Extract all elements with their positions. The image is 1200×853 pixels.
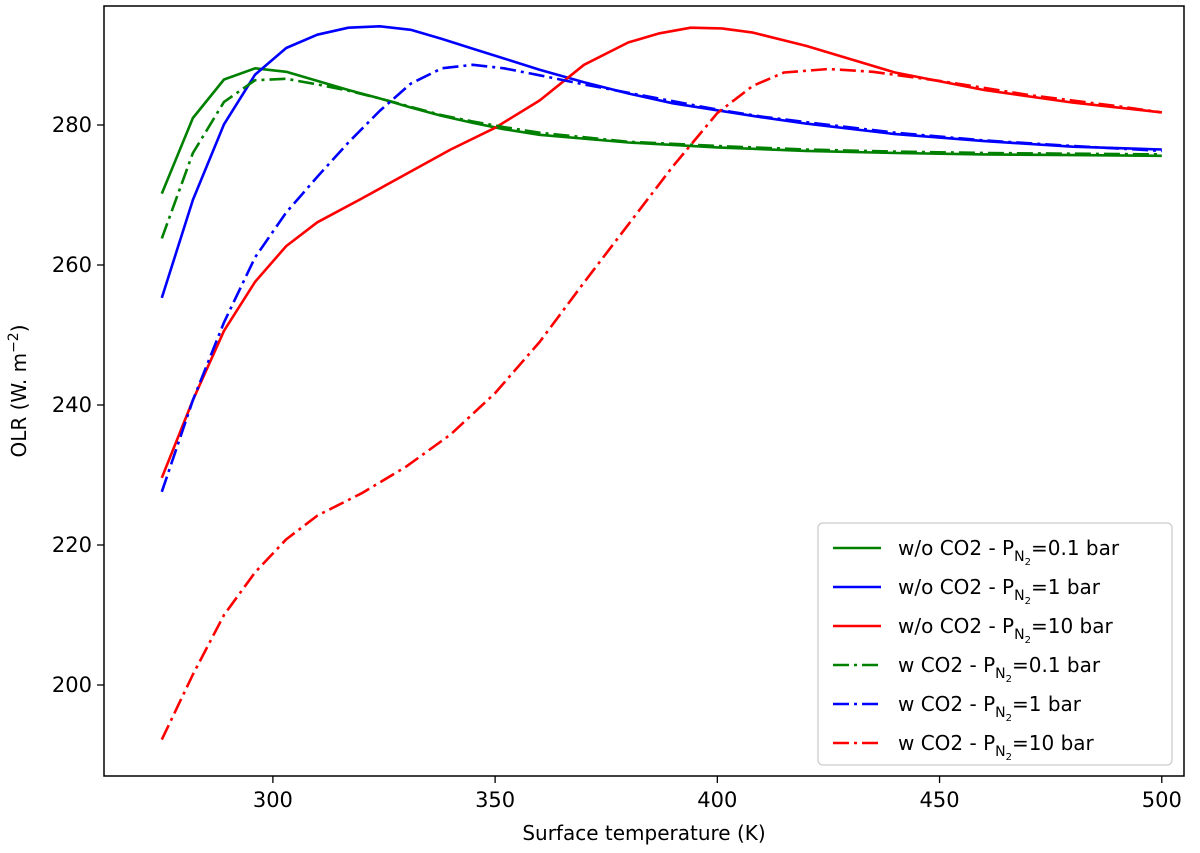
legend-label-subsubscript: 2 [1006,713,1012,724]
legend-label-subscript: N [995,666,1005,682]
x-tick-label: 500 [1142,788,1182,812]
legend-label-2: w/o CO2 - PN2=1 bar [898,575,1101,607]
legend-label-suffix: =0.1 bar [1012,653,1101,677]
legend-label-6: w CO2 - PN2=10 bar [898,731,1095,763]
x-tick-label: 400 [697,788,737,812]
series-line-4 [160,77,1162,239]
x-axis-label: Surface temperature (K) [522,821,765,845]
legend-label-suffix: =1 bar [1031,575,1101,599]
legend-label-subscript: N [1014,549,1024,565]
y-axis-label-exponent: −2 [6,332,22,353]
legend-label-subsubscript: 2 [1025,557,1031,568]
legend-label-3: w/o CO2 - PN2=10 bar [898,614,1114,646]
series-line-1 [160,67,1162,195]
legend-label-text: w CO2 - P [898,692,995,716]
legend-label-subscript: N [995,744,1005,760]
legend-box [817,522,1173,766]
legend-label-5: w CO2 - PN2=1 bar [898,692,1082,724]
legend-label-suffix: =1 bar [1012,692,1082,716]
y-tick-label: 240 [52,393,92,417]
legend-label-subscript: N [1014,627,1024,643]
y-tick-label: 260 [52,253,92,277]
y-axis-label-main: OLR (W. m [7,353,31,458]
x-axis: 300 350 400 450 500 [253,776,1182,812]
plot-area-frame [103,5,1185,777]
y-tick-label: 200 [52,673,92,697]
legend-label-text: w/o CO2 - P [898,614,1014,638]
legend-label-1: w/o CO2 - PN2=0.1 bar [898,536,1120,568]
y-axis: 200 220 240 260 280 [52,113,104,697]
legend-label-subsubscript: 2 [1006,752,1012,763]
y-tick-label: 220 [52,533,92,557]
legend-label-text: w/o CO2 - P [898,575,1014,599]
series-line-2 [160,25,1162,299]
y-tick-label: 280 [52,113,92,137]
x-tick-label: 300 [253,788,293,812]
legend-label-subsubscript: 2 [1006,674,1012,685]
series-line-3 [160,26,1162,479]
y-axis-label: OLR (W. m−2) [6,324,31,457]
x-tick-label: 450 [920,788,960,812]
legend-label-suffix: =10 bar [1012,731,1095,755]
legend-label-subsubscript: 2 [1025,635,1031,646]
legend-label-text: w CO2 - P [898,653,995,677]
legend-label-suffix: =0.1 bar [1031,536,1120,560]
series-layer [160,25,1162,741]
y-axis-label-close: ) [7,324,31,332]
legend-label-text: w/o CO2 - P [898,536,1014,560]
x-tick-label: 350 [475,788,515,812]
legend-label-subscript: N [1014,588,1024,604]
legend-label-subsubscript: 2 [1025,596,1031,607]
legend-label-4: w CO2 - PN2=0.1 bar [898,653,1101,685]
series-line-5 [160,63,1162,493]
legend-label-suffix: =10 bar [1031,614,1114,638]
legend-label-text: w CO2 - P [898,731,995,755]
legend-label-subscript: N [995,705,1005,721]
